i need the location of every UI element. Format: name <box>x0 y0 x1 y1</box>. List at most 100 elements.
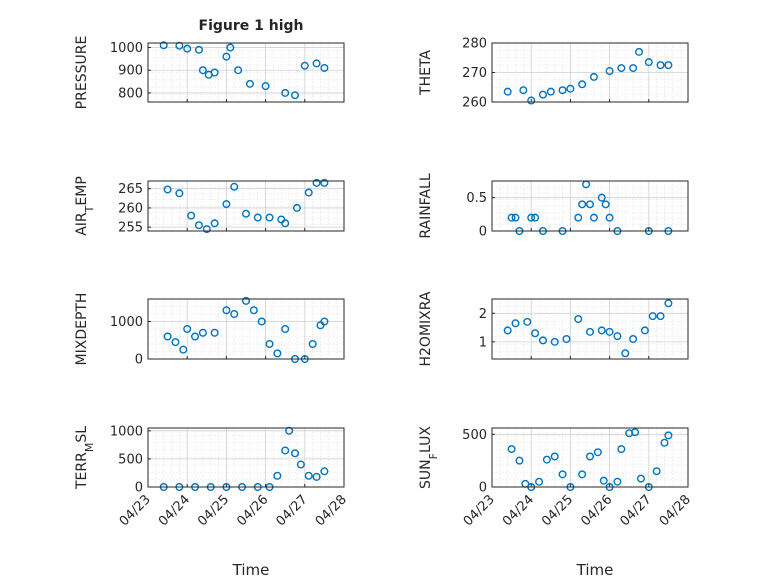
y-axis-label: SUNFLUX <box>418 426 440 489</box>
data-point <box>507 213 516 222</box>
data-point <box>175 41 184 50</box>
data-point <box>241 296 250 305</box>
y-tick-label: 0 <box>135 481 143 496</box>
x-axis-label-right: Time <box>576 561 614 579</box>
data-point <box>292 203 301 212</box>
data-point <box>523 317 532 326</box>
data-point <box>574 315 583 324</box>
y-axis-label: MIXDEPTH <box>74 293 90 366</box>
data-point <box>660 438 669 447</box>
data-point <box>281 88 290 97</box>
y-tick-label: 2 <box>479 307 487 322</box>
y-axis-label: H2OMIXRA <box>418 291 434 366</box>
data-point <box>175 189 184 198</box>
data-point <box>320 63 329 72</box>
data-point <box>617 445 626 454</box>
data-point <box>605 213 614 222</box>
data-point <box>640 326 649 335</box>
data-point <box>578 200 587 209</box>
data-point <box>550 337 559 346</box>
x-tick-label: 04/25 <box>539 492 576 529</box>
data-point <box>159 41 168 50</box>
y-tick-label: 0 <box>479 481 487 496</box>
y-axis-label: THETA <box>418 50 434 96</box>
data-point <box>281 219 290 228</box>
data-point <box>281 446 290 455</box>
data-point <box>562 335 571 344</box>
data-point <box>273 349 282 358</box>
data-point <box>636 474 645 483</box>
data-point <box>241 209 250 218</box>
data-point <box>613 332 622 341</box>
data-point <box>597 326 606 335</box>
data-point <box>320 317 329 326</box>
y-tick-label: 0 <box>479 225 487 240</box>
y-tick-label: 1000 <box>110 424 143 439</box>
data-point <box>629 335 638 344</box>
data-point <box>202 225 211 234</box>
data-point <box>601 200 610 209</box>
data-point <box>253 213 262 222</box>
y-tick-label: 270 <box>462 66 487 81</box>
data-point <box>320 178 329 187</box>
data-point <box>198 328 207 337</box>
data-point <box>664 299 673 308</box>
data-point <box>183 44 192 53</box>
data-point <box>230 182 239 191</box>
data-point <box>291 449 300 458</box>
axes-frame <box>491 180 689 232</box>
data-point <box>234 66 243 75</box>
x-tick-label: 04/26 <box>578 492 615 529</box>
x-tick-label: 04/23 <box>117 492 154 529</box>
data-point <box>511 319 520 328</box>
data-point <box>226 43 235 52</box>
data-point <box>535 477 544 486</box>
axes-frame <box>147 42 345 103</box>
x-tick-label: 04/28 <box>657 492 694 529</box>
x-axis-label-left: Time <box>232 561 270 579</box>
data-point <box>542 455 551 464</box>
axes-frame <box>147 180 345 232</box>
subplot-rainfall: 0 0.5 RAINFALL <box>418 173 689 240</box>
data-point <box>605 67 614 76</box>
x-tick-label: 04/28 <box>313 492 350 529</box>
data-point <box>222 306 231 315</box>
y-tick-label: 265 <box>118 182 143 197</box>
y-tick-label: 280 <box>462 37 487 52</box>
data-point <box>265 340 274 349</box>
subplot-air-temp: 255 260 265 AIRTEMP <box>74 176 345 236</box>
y-tick-label: 0.5 <box>466 191 487 206</box>
subplot-theta: 260 270 280 THETA <box>418 37 689 111</box>
data-point <box>261 82 270 91</box>
x-tick-label: 04/24 <box>500 492 537 529</box>
data-point <box>194 221 203 230</box>
data-point <box>558 86 567 95</box>
data-point <box>664 61 673 70</box>
data-point <box>296 460 305 469</box>
subplot-mixdepth: 0 1000 MIXDEPTH <box>74 293 345 368</box>
data-point <box>621 349 630 358</box>
subplot-h2omixra: 1 2 H2OMIXRA <box>418 291 689 367</box>
y-tick-label: 800 <box>118 86 143 101</box>
data-point <box>578 470 587 479</box>
y-axis-label: RAINFALL <box>418 173 434 238</box>
data-point <box>527 96 536 105</box>
data-point <box>613 477 622 486</box>
data-point <box>519 86 528 95</box>
data-point <box>210 68 219 77</box>
data-point <box>574 213 583 222</box>
data-point <box>163 332 172 341</box>
data-point <box>589 72 598 81</box>
data-point <box>163 185 172 194</box>
data-point <box>187 211 196 220</box>
data-point <box>589 213 598 222</box>
data-point <box>507 445 516 454</box>
x-tick-label: 04/27 <box>274 492 311 529</box>
y-tick-label: 255 <box>118 221 143 236</box>
data-point <box>597 193 606 202</box>
y-tick-label: 0 <box>135 353 143 368</box>
data-point <box>599 476 608 485</box>
data-point <box>273 471 282 480</box>
data-point <box>210 328 219 337</box>
data-point <box>265 213 274 222</box>
